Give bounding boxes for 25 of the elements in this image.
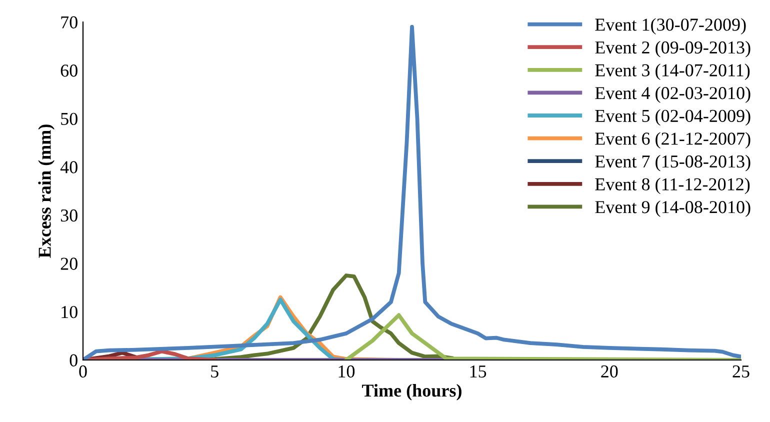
x-tick-label: 5 <box>211 366 218 378</box>
y-tick-label: 60 <box>60 64 78 77</box>
y-tick-label: 50 <box>61 112 78 126</box>
x-tick-label: 10 <box>338 365 355 378</box>
legend-label: Event 2 (09-09-2013) <box>595 40 750 58</box>
x-axis-title: Time (hours) <box>362 384 462 400</box>
x-tick-label: 0 <box>79 365 87 378</box>
legend-label: Event 7 (15-08-2013) <box>595 154 750 172</box>
y-tick-label: 30 <box>60 209 78 222</box>
y-tick-label: 70 <box>61 16 78 28</box>
legend-label: Event 6 (21-12-2007) <box>595 132 750 148</box>
x-tick-label: 15 <box>470 365 486 378</box>
y-tick-label: 10 <box>62 306 78 318</box>
legend-label: Event 5 (02-04-2009) <box>595 109 750 126</box>
y-tick-label: 40 <box>60 161 78 174</box>
y-tick-label: 20 <box>60 258 78 270</box>
x-tick-label: 25 <box>732 365 750 378</box>
y-tick-label: 0 <box>70 354 78 366</box>
legend-label: Event 1(30-07-2009) <box>595 18 746 34</box>
legend-label: Event 9 (14-08-2010) <box>595 200 750 217</box>
legend-label: Event 8 (11-12-2012) <box>595 178 750 194</box>
legend-label: Event 3 (14-07-2011) <box>595 64 750 80</box>
y-axis-title: Excess rain (mm) <box>38 124 55 258</box>
legend-label: Event 4 (02-03-2010) <box>595 86 750 103</box>
x-tick-label: 20 <box>601 365 618 378</box>
